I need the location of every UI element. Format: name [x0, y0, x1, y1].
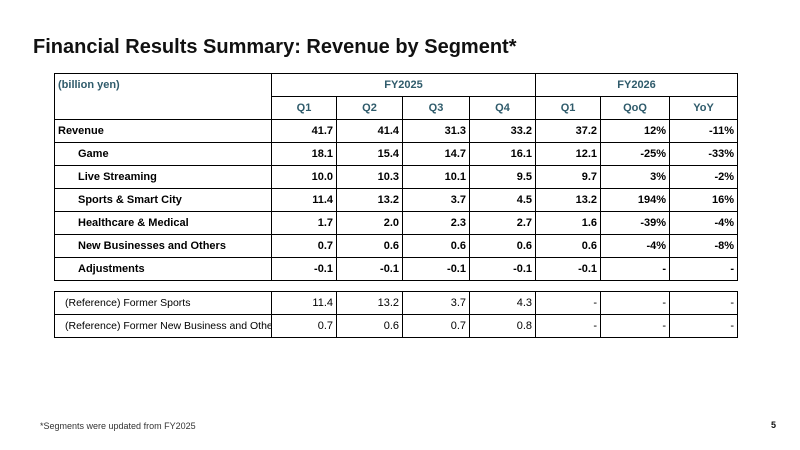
table-cell: 10.3 — [336, 165, 403, 189]
table-cell: 15.4 — [336, 142, 403, 166]
row-label: Healthcare & Medical — [54, 211, 272, 235]
table-cell: -0.1 — [402, 257, 470, 281]
table-cell: 2.0 — [336, 211, 403, 235]
page-title: Financial Results Summary: Revenue by Se… — [33, 36, 517, 58]
table-cell: -4% — [600, 234, 670, 258]
col-header: Q3 — [402, 96, 470, 120]
table-cell: 41.4 — [336, 119, 403, 143]
table-cell: 1.6 — [535, 211, 601, 235]
table-row: Game 18.1 15.4 14.7 16.1 12.1 -25% -33% — [54, 142, 739, 166]
row-label: (Reference) Former Sports — [54, 291, 272, 315]
fy2026-header: FY2026 — [535, 73, 739, 97]
table-row: New Businesses and Others 0.7 0.6 0.6 0.… — [54, 234, 739, 258]
table-cell: 2.3 — [402, 211, 470, 235]
table-cell: 18.1 — [271, 142, 337, 166]
table-cell: -0.1 — [535, 257, 601, 281]
table-cell: 11.4 — [271, 291, 337, 315]
row-label: (Reference) Former New Business and Othe… — [54, 314, 272, 338]
table-row: Sports & Smart City 11.4 13.2 3.7 4.5 13… — [54, 188, 739, 212]
table-cell: 14.7 — [402, 142, 470, 166]
table-cell: -0.1 — [336, 257, 403, 281]
row-label: Revenue — [54, 119, 272, 143]
col-header: Q4 — [468, 96, 536, 120]
table-cell: 31.3 — [402, 119, 470, 143]
page-number: 5 — [771, 420, 777, 430]
table-cell: -0.1 — [468, 257, 536, 281]
table-row: Live Streaming 10.0 10.3 10.1 9.5 9.7 3%… — [54, 165, 739, 189]
unit-label: (billion yen) — [54, 73, 272, 97]
table-cell: -11% — [669, 119, 739, 143]
table-cell: -25% — [600, 142, 670, 166]
table-cell: 4.5 — [468, 188, 536, 212]
col-header: QoQ — [600, 96, 670, 120]
table-cell: 0.6 — [336, 314, 403, 338]
col-header: Q2 — [336, 96, 403, 120]
row-label: New Businesses and Others — [54, 234, 272, 258]
table-cell: 0.6 — [468, 234, 536, 258]
table-spacer — [55, 281, 738, 292]
row-label: Game — [54, 142, 272, 166]
table-cell: 3.7 — [402, 188, 470, 212]
table-cell: - — [669, 257, 739, 281]
table-cell: 194% — [600, 188, 670, 212]
table-cell: 3.7 — [402, 291, 470, 315]
table-cell: - — [535, 314, 601, 338]
table-cell: -4% — [669, 211, 739, 235]
table-cell: 16% — [669, 188, 739, 212]
table-cell: 37.2 — [535, 119, 601, 143]
row-label: Sports & Smart City — [54, 188, 272, 212]
table-cell: 11.4 — [271, 188, 337, 212]
table-cell: 13.2 — [535, 188, 601, 212]
table-cell: 0.6 — [336, 234, 403, 258]
table-cell: -39% — [600, 211, 670, 235]
table-cell: 0.6 — [402, 234, 470, 258]
table-cell: 0.7 — [271, 234, 337, 258]
table-cell: 41.7 — [271, 119, 337, 143]
table-cell: - — [669, 314, 739, 338]
table-cell: - — [535, 291, 601, 315]
table-cell: 3% — [600, 165, 670, 189]
reference-row: (Reference) Former Sports 11.4 13.2 3.7 … — [54, 291, 739, 315]
revenue-by-segment-table: (billion yen) FY2025 FY2026 Q1 Q2 Q3 Q4 … — [54, 73, 739, 338]
row-label: Adjustments — [54, 257, 272, 281]
table-cell: 10.0 — [271, 165, 337, 189]
col-header: Q1 — [535, 96, 601, 120]
table-cell: 0.6 — [535, 234, 601, 258]
table-cell: 2.7 — [468, 211, 536, 235]
table-cell: - — [669, 291, 739, 315]
col-header: Q1 — [271, 96, 337, 120]
table-cell: -2% — [669, 165, 739, 189]
reference-row: (Reference) Former New Business and Othe… — [54, 314, 739, 338]
table-cell: 9.5 — [468, 165, 536, 189]
row-label: Live Streaming — [54, 165, 272, 189]
table-cell: 33.2 — [468, 119, 536, 143]
table-cell: -8% — [669, 234, 739, 258]
table-cell: -33% — [669, 142, 739, 166]
table-row: Adjustments -0.1 -0.1 -0.1 -0.1 -0.1 - - — [54, 257, 739, 281]
table-cell: 1.7 — [271, 211, 337, 235]
table-cell: 0.7 — [402, 314, 470, 338]
col-header: YoY — [669, 96, 739, 120]
table-cell: 13.2 — [336, 188, 403, 212]
table-cell: - — [600, 291, 670, 315]
table-cell: 0.8 — [468, 314, 536, 338]
table-cell: 9.7 — [535, 165, 601, 189]
header-row-fiscal-years: (billion yen) FY2025 FY2026 — [54, 73, 739, 97]
table-cell: -0.1 — [271, 257, 337, 281]
footnote: *Segments were updated from FY2025 — [40, 421, 196, 431]
table-cell: 12.1 — [535, 142, 601, 166]
header-row-columns: Q1 Q2 Q3 Q4 Q1 QoQ YoY — [54, 96, 739, 120]
table-cell: 4.3 — [468, 291, 536, 315]
table-cell: 12% — [600, 119, 670, 143]
table-cell: - — [600, 257, 670, 281]
fy2025-header: FY2025 — [270, 73, 536, 97]
table-cell: 16.1 — [468, 142, 536, 166]
table-row: Revenue 41.7 41.4 31.3 33.2 37.2 12% -11… — [54, 119, 739, 143]
table-cell: - — [600, 314, 670, 338]
table-cell: 13.2 — [336, 291, 403, 315]
table-cell: 10.1 — [402, 165, 470, 189]
table-row: Healthcare & Medical 1.7 2.0 2.3 2.7 1.6… — [54, 211, 739, 235]
table-cell: 0.7 — [271, 314, 337, 338]
